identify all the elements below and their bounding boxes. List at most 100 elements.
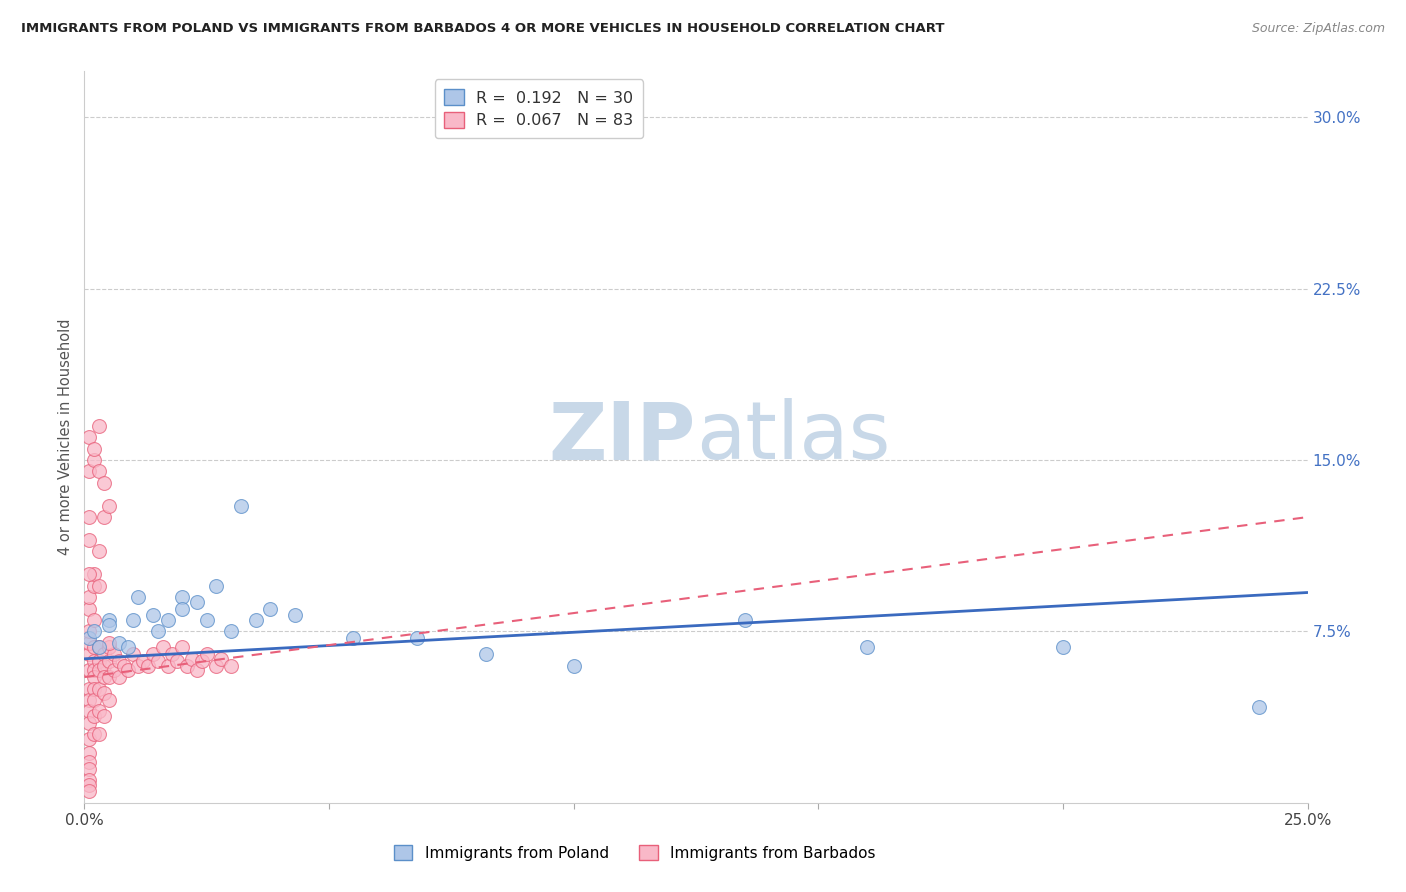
Point xyxy=(107,670,129,684)
Point xyxy=(156,658,179,673)
Point xyxy=(77,647,100,661)
Point xyxy=(152,640,174,655)
Point xyxy=(93,475,115,490)
Point xyxy=(77,601,100,615)
Point xyxy=(87,663,110,677)
Point xyxy=(77,784,100,798)
Point xyxy=(142,608,165,623)
Point xyxy=(127,590,149,604)
Point xyxy=(1052,640,1074,655)
Point xyxy=(132,654,155,668)
Point xyxy=(77,681,100,696)
Point xyxy=(83,442,105,456)
Point xyxy=(87,544,110,558)
Point xyxy=(77,624,100,639)
Point xyxy=(77,777,100,792)
Point xyxy=(284,608,307,623)
Legend: Immigrants from Poland, Immigrants from Barbados: Immigrants from Poland, Immigrants from … xyxy=(387,837,883,868)
Point xyxy=(87,640,110,655)
Point xyxy=(734,613,756,627)
Point xyxy=(83,567,105,582)
Point xyxy=(195,647,218,661)
Point xyxy=(83,613,105,627)
Y-axis label: 4 or more Vehicles in Household: 4 or more Vehicles in Household xyxy=(58,318,73,556)
Point xyxy=(83,727,105,741)
Point xyxy=(87,654,110,668)
Point xyxy=(77,430,100,444)
Point xyxy=(93,670,115,684)
Point xyxy=(87,640,110,655)
Point xyxy=(83,654,105,668)
Point xyxy=(83,693,105,707)
Point xyxy=(209,652,232,666)
Point xyxy=(166,654,188,668)
Point xyxy=(87,705,110,719)
Point xyxy=(93,658,115,673)
Point xyxy=(77,567,100,582)
Point xyxy=(156,613,179,627)
Point xyxy=(172,640,194,655)
Point xyxy=(83,579,105,593)
Point xyxy=(83,640,105,655)
Point xyxy=(77,636,100,650)
Point xyxy=(219,658,242,673)
Point xyxy=(562,658,585,673)
Point xyxy=(77,693,100,707)
Point xyxy=(146,624,169,639)
Point xyxy=(87,681,110,696)
Point xyxy=(245,613,267,627)
Point xyxy=(172,590,194,604)
Point xyxy=(77,731,100,746)
Point xyxy=(136,658,159,673)
Point xyxy=(342,632,364,646)
Point xyxy=(77,663,100,677)
Point xyxy=(856,640,879,655)
Point xyxy=(77,715,100,730)
Point xyxy=(122,647,145,661)
Point xyxy=(93,686,115,700)
Text: ZIP: ZIP xyxy=(548,398,696,476)
Point xyxy=(83,624,105,639)
Point xyxy=(77,762,100,776)
Point xyxy=(77,510,100,524)
Point xyxy=(176,658,198,673)
Point xyxy=(117,640,139,655)
Point xyxy=(181,652,204,666)
Point xyxy=(219,624,242,639)
Point xyxy=(186,594,208,608)
Point xyxy=(77,533,100,547)
Point xyxy=(142,647,165,661)
Point xyxy=(97,617,120,632)
Point xyxy=(127,658,149,673)
Point xyxy=(107,654,129,668)
Point xyxy=(77,772,100,787)
Point xyxy=(1247,699,1270,714)
Point xyxy=(186,663,208,677)
Text: Source: ZipAtlas.com: Source: ZipAtlas.com xyxy=(1251,22,1385,36)
Point xyxy=(162,647,184,661)
Point xyxy=(97,693,120,707)
Point xyxy=(97,636,120,650)
Point xyxy=(117,663,139,677)
Point xyxy=(83,670,105,684)
Point xyxy=(87,727,110,741)
Point xyxy=(83,709,105,723)
Point xyxy=(87,418,110,433)
Point xyxy=(259,601,281,615)
Point xyxy=(103,647,125,661)
Point xyxy=(83,681,105,696)
Point xyxy=(77,464,100,478)
Point xyxy=(77,705,100,719)
Point xyxy=(195,613,218,627)
Point xyxy=(83,453,105,467)
Text: atlas: atlas xyxy=(696,398,890,476)
Point xyxy=(97,670,120,684)
Point xyxy=(191,654,214,668)
Point xyxy=(103,663,125,677)
Point xyxy=(93,709,115,723)
Point xyxy=(93,647,115,661)
Point xyxy=(112,658,135,673)
Point xyxy=(205,658,228,673)
Point xyxy=(406,632,429,646)
Point xyxy=(87,579,110,593)
